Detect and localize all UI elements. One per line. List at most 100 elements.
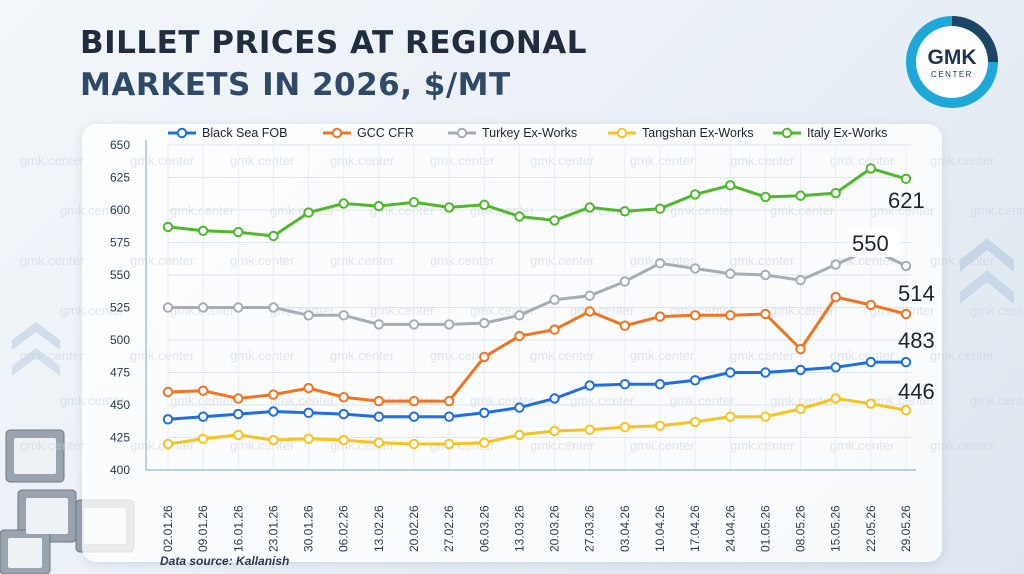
data-point-black_sea	[514, 402, 525, 413]
data-point-tangshan	[549, 425, 560, 437]
data-point-turkey	[162, 302, 174, 313]
chart-title-line-2: MARKETS IN 2026, $/MT	[80, 67, 511, 103]
data-point-gcc	[303, 382, 314, 394]
data-point-italy	[830, 187, 841, 199]
watermark-text: gmk.center	[830, 348, 895, 363]
data-point-italy	[162, 221, 174, 233]
logo-main-text: GMK	[928, 46, 977, 69]
data-point-italy	[795, 190, 806, 201]
watermark-text: gmk.center	[670, 393, 735, 408]
data-point-tangshan	[830, 393, 841, 404]
data-point-tangshan	[373, 437, 385, 448]
data-point-tangshan	[760, 411, 771, 422]
y-tick-label: 500	[110, 333, 130, 347]
watermark-text: gmk.center	[430, 253, 495, 268]
data-point-italy	[689, 189, 701, 200]
x-tick-label: 01.05.26	[758, 505, 772, 552]
end-label-tangshan: 446	[898, 379, 935, 404]
y-tick-label: 525	[110, 301, 130, 315]
data-point-tangshan	[725, 411, 736, 422]
data-point-tangshan	[303, 433, 314, 444]
y-tick-label: 600	[110, 203, 130, 217]
x-tick-label: 13.03.26	[512, 505, 526, 552]
data-point-tangshan	[443, 438, 455, 450]
data-point-tangshan	[689, 416, 701, 428]
x-tick-label: 24.04.26	[723, 505, 737, 552]
watermark-text: gmk.center	[930, 253, 995, 268]
data-point-black_sea	[865, 356, 877, 368]
data-point-italy	[900, 173, 912, 185]
watermark-text: gmk.center	[970, 203, 1024, 218]
x-tick-label: 10.04.26	[653, 505, 667, 552]
watermark-text: gmk.center	[20, 153, 85, 168]
data-point-italy	[865, 163, 877, 174]
x-tick-label: 09.01.26	[196, 505, 210, 552]
legend-entry: GCC CFR	[357, 126, 414, 140]
data-point-black_sea	[443, 411, 455, 422]
data-point-black_sea	[197, 411, 209, 422]
legend-entry: Turkey Ex-Works	[482, 126, 577, 140]
watermark-text: gmk.center	[770, 303, 835, 318]
y-tick-label: 650	[110, 138, 130, 152]
watermark-text: gmk.center	[570, 393, 635, 408]
data-point-turkey	[795, 275, 806, 286]
watermark-text: gmk.center	[530, 253, 595, 268]
data-point-italy	[584, 202, 595, 213]
data-point-gcc	[830, 291, 841, 303]
data-point-italy	[619, 206, 631, 217]
logo-sub-text: CENTER	[931, 70, 973, 79]
watermark-text: gmk.center	[970, 393, 1024, 408]
legend-swatch-marker	[616, 127, 628, 139]
data-point-italy	[338, 198, 349, 209]
watermark-text: gmk.center	[530, 438, 595, 453]
data-point-black_sea	[162, 414, 174, 425]
data-point-tangshan	[654, 420, 666, 431]
data-point-turkey	[619, 276, 631, 287]
data-point-gcc	[654, 311, 666, 322]
x-tick-label: 20.03.26	[548, 505, 562, 552]
x-tick-label: 23.01.26	[266, 505, 280, 552]
data-point-italy	[479, 199, 490, 211]
watermark-text: gmk.center	[370, 303, 435, 318]
data-point-italy	[408, 197, 420, 208]
data-point-black_sea	[549, 393, 560, 404]
data-point-black_sea	[619, 379, 631, 390]
legend-entry: Tangshan Ex-Works	[642, 126, 754, 140]
y-tick-label: 425	[110, 431, 130, 445]
watermark-text: gmk.center	[130, 153, 195, 168]
data-point-black_sea	[795, 364, 806, 376]
end-label-black_sea: 483	[898, 328, 935, 353]
data-point-tangshan	[197, 433, 209, 444]
data-point-gcc	[479, 351, 490, 363]
data-point-turkey	[760, 269, 771, 281]
x-tick-label: 16.01.26	[231, 505, 245, 552]
decorative-arrows-right	[960, 238, 1014, 304]
data-point-black_sea	[373, 411, 385, 422]
data-point-tangshan	[795, 403, 806, 415]
data-point-italy	[268, 230, 279, 242]
data-point-black_sea	[268, 406, 279, 417]
y-tick-label: 475	[110, 366, 130, 380]
data-point-gcc	[268, 389, 279, 400]
watermark-text: gmk.center	[20, 253, 85, 268]
watermark-text: gmk.center	[230, 153, 295, 168]
watermark-text: gmk.center	[60, 303, 125, 318]
legend-swatch-marker	[176, 127, 188, 139]
data-point-tangshan	[233, 429, 244, 441]
watermark-text: gmk.center	[270, 393, 335, 408]
watermark-text: gmk.center	[530, 153, 595, 168]
watermark-text: gmk.center	[330, 348, 395, 363]
data-point-gcc	[549, 324, 560, 335]
data-point-turkey	[443, 319, 455, 330]
watermark-text: gmk.center	[60, 203, 125, 218]
watermark-text: gmk.center	[830, 153, 895, 168]
end-label-gcc: 514	[898, 281, 935, 306]
watermark-text: gmk.center	[330, 153, 395, 168]
legend-swatch-marker	[456, 127, 468, 139]
data-point-gcc	[865, 299, 877, 311]
data-point-gcc	[619, 320, 631, 331]
data-point-turkey	[408, 319, 420, 330]
watermark-text: gmk.center	[870, 393, 935, 408]
data-point-gcc	[900, 308, 912, 320]
data-point-italy	[760, 191, 771, 203]
